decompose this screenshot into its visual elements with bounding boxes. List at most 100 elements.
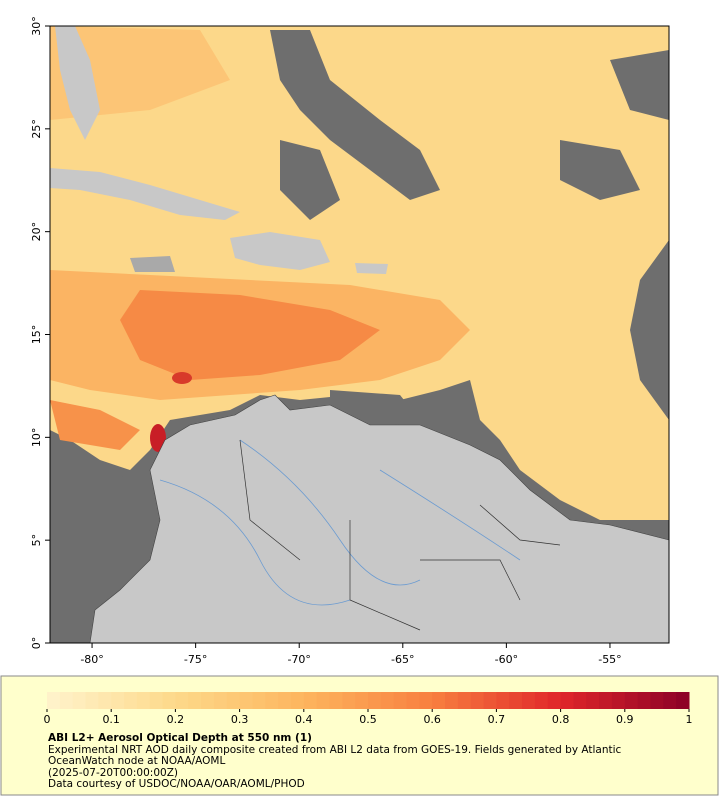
colorbar-block <box>419 692 433 709</box>
colorbar-tick-label: 0.6 <box>423 713 441 726</box>
x-tick-label: -70° <box>287 653 310 666</box>
colorbar-block <box>85 692 99 709</box>
colorbar-block <box>72 692 87 709</box>
rivers <box>159 439 521 606</box>
colorbar-tick-label: 0.7 <box>488 713 506 726</box>
pacific-no-data <box>50 470 150 643</box>
colorbar-block <box>124 692 138 709</box>
x-tick-label: -65° <box>391 653 414 666</box>
colorbar-block <box>355 692 369 709</box>
colorbar-tick-label: 0.5 <box>359 713 377 726</box>
x-tick-label: -75° <box>184 653 207 666</box>
colorbar-block <box>98 692 112 709</box>
colorbar-block <box>586 692 600 709</box>
colorbar-block <box>265 692 279 709</box>
colorbar-block <box>496 692 510 709</box>
colorbar-block <box>59 692 74 709</box>
cloud-gap <box>610 50 669 120</box>
y-tick-label: 25° <box>30 119 43 139</box>
caption: ABI L2+ Aerosol Optical Depth at 550 nm … <box>48 732 688 791</box>
colorbar: 0 0.1 0.2 0.3 0.4 0.5 0.6 0.7 0.8 0.9 1 <box>44 692 693 726</box>
y-tick-label: 0° <box>30 637 43 650</box>
cloud-gap <box>560 140 640 200</box>
colorbar-block <box>406 692 420 709</box>
colorbar-block <box>380 692 395 709</box>
colorbar-block <box>432 692 446 709</box>
colorbar-block <box>547 692 562 709</box>
caption-line: Data courtesy of USDOC/NOAA/OAR/AOML/PHO… <box>48 778 305 790</box>
colorbar-tick-label: 0.9 <box>616 713 634 726</box>
aerosol-plume-core <box>120 290 380 380</box>
x-tick-label: -60° <box>495 653 518 666</box>
colorbar-block <box>573 692 587 709</box>
colorbar-block <box>483 692 497 709</box>
colorbar-block <box>368 692 382 709</box>
colorbar-block <box>509 692 523 709</box>
colorbar-block <box>522 692 536 709</box>
x-tick-label: -80° <box>80 653 103 666</box>
caption-line: (2025-07-20T00:00:00Z) <box>48 766 178 779</box>
colorbar-block <box>136 692 151 709</box>
y-tick-label: 15° <box>30 325 43 345</box>
colorbar-block <box>252 692 266 709</box>
colorbar-block <box>213 692 228 709</box>
colorbar-block <box>663 692 677 709</box>
colorbar-tick-label: 1 <box>686 713 693 726</box>
colorbar-tick-label: 0 <box>44 713 51 726</box>
colorbar-block <box>445 692 459 709</box>
colorbar-block <box>175 692 189 709</box>
caption-line: Experimental NRT AOD daily composite cre… <box>48 743 622 767</box>
colorbar-block <box>162 692 176 709</box>
colorbar-block <box>278 692 292 709</box>
colorbar-block <box>188 692 202 709</box>
colorbar-block <box>303 692 318 709</box>
caption-title: ABI L2+ Aerosol Optical Depth at 550 nm … <box>48 732 312 744</box>
y-tick-label: 20° <box>30 222 43 242</box>
colorbar-block <box>676 692 690 709</box>
y-tick-label: 5° <box>30 534 43 547</box>
y-tick-label: 30° <box>30 16 43 36</box>
colorbar-block <box>624 692 639 709</box>
colorbar-block <box>290 692 305 709</box>
colorbar-block <box>329 692 343 709</box>
colorbar-block <box>201 692 215 709</box>
aerosol-hotspot <box>150 424 166 452</box>
colorbar-block <box>47 692 61 709</box>
axes: -80° -75° -70° -65° -60° -55° 0° 5° 10° 15° 20° 25°… <box>30 16 622 666</box>
south-america <box>89 394 669 643</box>
colorbar-block <box>149 692 164 709</box>
colorbar-block <box>316 692 330 709</box>
x-tick-label: -55° <box>598 653 621 666</box>
colorbar-block <box>637 692 651 709</box>
cloud-gap <box>280 140 340 220</box>
colorbar-block <box>393 692 408 709</box>
borders <box>239 439 561 631</box>
colorbar-tick-label: 0.1 <box>102 713 120 726</box>
colorbar-block <box>650 692 664 709</box>
colorbar-block <box>457 692 472 709</box>
map-area <box>50 26 669 643</box>
cuba <box>50 168 240 220</box>
hispaniola <box>230 232 330 270</box>
colorbar-block <box>239 692 253 709</box>
colorbar-tick-label: 0.4 <box>295 713 313 726</box>
colorbar-block <box>611 692 626 709</box>
jamaica <box>130 256 175 272</box>
colorbar-block <box>111 692 125 709</box>
colorbar-block <box>534 692 549 709</box>
colorbar-block <box>599 692 613 709</box>
colorbar-block <box>470 692 485 709</box>
aerosol-hotspot <box>172 372 192 384</box>
florida <box>55 26 100 140</box>
colorbar-block <box>342 692 356 709</box>
colorbar-tick-label: 0.3 <box>231 713 249 726</box>
colorbar-tick-label: 0.2 <box>167 713 185 726</box>
aerosol-pacific <box>50 400 140 450</box>
colorbar-block <box>560 692 574 709</box>
y-tick-label: 10° <box>30 428 43 448</box>
cloud-gap <box>270 30 440 200</box>
puerto-rico <box>355 263 388 274</box>
colorbar-tick-label: 0.8 <box>552 713 570 726</box>
